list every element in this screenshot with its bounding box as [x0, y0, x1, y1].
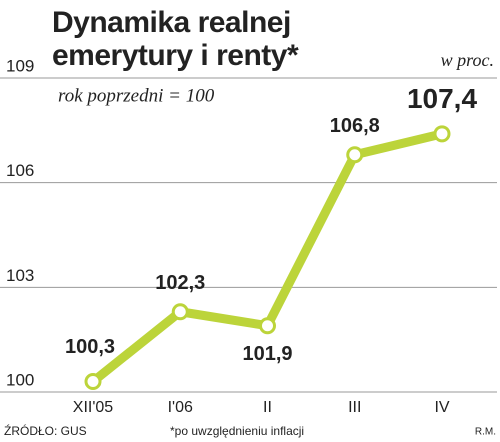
footnote: *po uwzględnieniu inflacji — [170, 424, 304, 438]
data-point — [171, 303, 189, 321]
unit-label: w proc. — [441, 50, 494, 70]
data-point — [259, 317, 276, 335]
x-tick-label: XII'05 — [73, 399, 114, 416]
source: ŹRÓDŁO: GUS — [4, 423, 87, 438]
value-label: 101,9 — [242, 343, 292, 365]
value-label: 100,3 — [65, 336, 115, 358]
y-tick-label: 106 — [6, 161, 34, 180]
y-tick-label: 100 — [6, 370, 34, 389]
author: R.M. — [475, 427, 496, 438]
x-tick-label: III — [348, 399, 361, 416]
x-tick-label: II — [263, 399, 272, 416]
value-label: 106,8 — [330, 115, 380, 137]
x-tick-label: IV — [434, 399, 449, 416]
value-label: 107,4 — [407, 83, 477, 114]
value-label: 102,3 — [155, 272, 205, 294]
y-tick-label: 103 — [6, 266, 34, 285]
subtitle: rok poprzedni = 100 — [58, 85, 215, 106]
y-tick-label: 109 — [6, 56, 34, 75]
data-point — [346, 146, 364, 164]
chart-title: Dynamika realnej emerytury i renty* — [52, 6, 299, 72]
data-point — [84, 373, 102, 391]
x-tick-label: I'06 — [168, 399, 193, 416]
title-box: Dynamika realnej emerytury i renty* — [52, 6, 299, 72]
data-point — [433, 125, 451, 143]
